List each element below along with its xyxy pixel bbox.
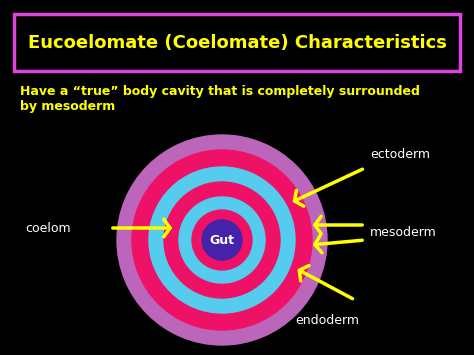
Circle shape: [202, 220, 242, 260]
Text: mesoderm: mesoderm: [370, 225, 437, 239]
Circle shape: [132, 150, 312, 330]
Text: Gut: Gut: [210, 234, 235, 246]
Circle shape: [117, 135, 327, 345]
Circle shape: [179, 197, 265, 283]
Text: ectoderm: ectoderm: [370, 148, 430, 162]
Text: endoderm: endoderm: [295, 313, 359, 327]
Circle shape: [192, 210, 252, 270]
Text: Have a “true” body cavity that is completely surrounded
by mesoderm: Have a “true” body cavity that is comple…: [20, 85, 420, 113]
Text: coelom: coelom: [25, 222, 71, 235]
Text: Eucoelomate (Coelomate) Characteristics: Eucoelomate (Coelomate) Characteristics: [27, 33, 447, 51]
FancyBboxPatch shape: [14, 14, 460, 71]
Circle shape: [164, 182, 280, 298]
Circle shape: [149, 167, 295, 313]
